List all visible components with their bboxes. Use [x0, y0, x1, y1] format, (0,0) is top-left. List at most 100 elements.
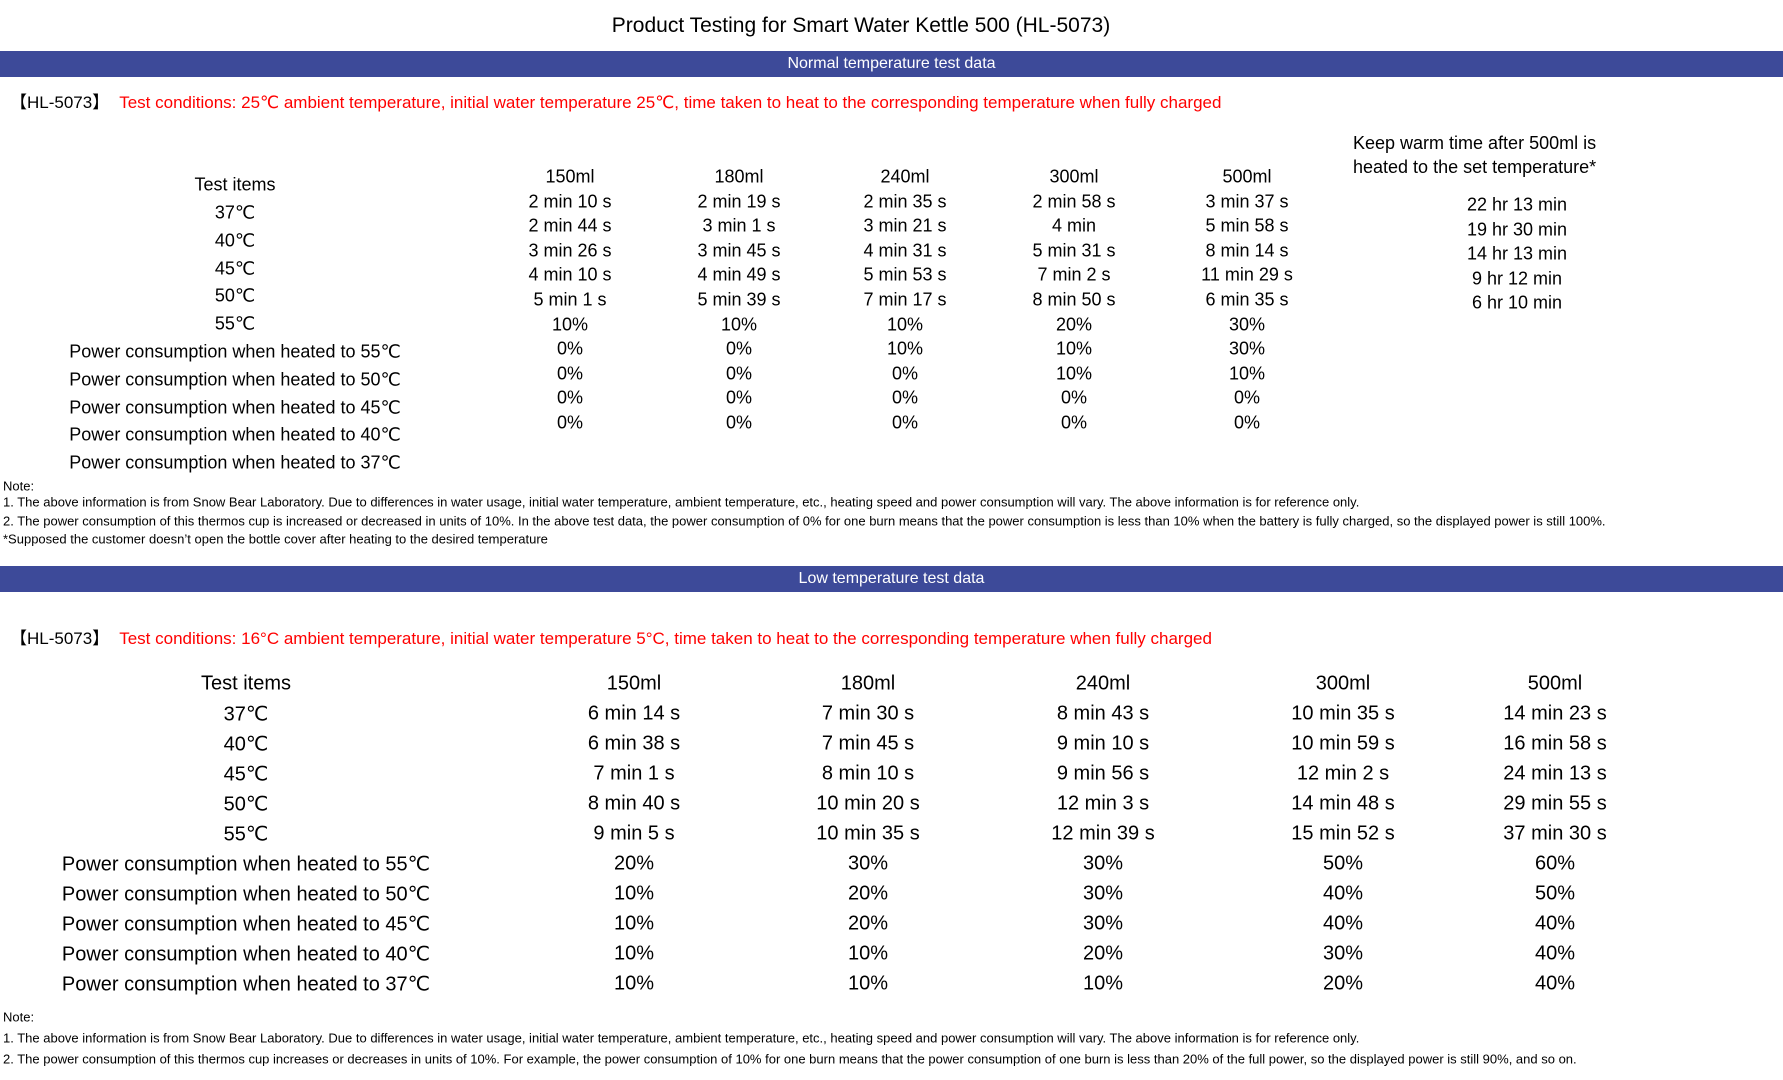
table-cell: 30%: [1082, 852, 1124, 875]
keep-warm-value: 9 hr 12 min: [1471, 268, 1563, 289]
table-cell: 3 min 45 s: [697, 240, 781, 261]
table-cell: 40%: [1534, 972, 1576, 995]
table-cell: 7 min 1 s: [593, 762, 675, 785]
row-label: Power consumption when heated to 55℃: [61, 853, 431, 876]
table-cell: 3 min 26 s: [528, 240, 612, 261]
table-cell: 40%: [1322, 912, 1364, 935]
row-label: 55℃: [214, 313, 256, 334]
table-cell: 4 min 49 s: [697, 264, 781, 285]
table-cell: 7 min 2 s: [1037, 264, 1111, 285]
table-cell: 10%: [847, 972, 889, 995]
note-line: 1. The above information is from Snow Be…: [3, 494, 1360, 510]
table-cell: 24 min 13 s: [1503, 762, 1607, 785]
column-header: 500ml: [1527, 672, 1583, 695]
table-cell: 8 min 50 s: [1032, 289, 1116, 310]
note-line: 2. The power consumption of this thermos…: [3, 513, 1606, 529]
note-line: 1. The above information is from Snow Be…: [3, 1030, 1360, 1046]
row-label: Power consumption when heated to 55℃: [69, 341, 401, 362]
table-cell: 10 min 20 s: [816, 792, 920, 815]
row-label: 37℃: [223, 703, 269, 726]
table-cell: 30%: [847, 852, 889, 875]
table-cell: 3 min 37 s: [1205, 191, 1289, 212]
table-cell: 50%: [1534, 882, 1576, 905]
row-label: 37℃: [214, 202, 256, 223]
table-cell: 5 min 53 s: [863, 264, 947, 285]
row-label: 55℃: [223, 823, 269, 846]
test-conditions-low-temp: 【HL-5073】 Test conditions: 16°C ambient t…: [10, 624, 1212, 649]
table-cell: 5 min 31 s: [1032, 240, 1116, 261]
table-cell: 0%: [725, 363, 753, 384]
note-line: *Supposed the customer doesn’t open the …: [3, 531, 548, 547]
table-cell: 10%: [613, 912, 655, 935]
model-tag: 【HL-5073】: [10, 629, 110, 648]
table-cell: 60%: [1534, 852, 1576, 875]
table-cell: 10%: [551, 314, 589, 335]
table-cell: 20%: [847, 912, 889, 935]
table-cell: 7 min 30 s: [821, 702, 915, 725]
note-line: Note:: [3, 478, 35, 494]
table-cell: 8 min 43 s: [1056, 702, 1150, 725]
table-cell: 10%: [613, 882, 655, 905]
table-cell: 29 min 55 s: [1503, 792, 1607, 815]
row-label: Power consumption when heated to 40℃: [69, 424, 401, 445]
table-cell: 10%: [720, 314, 758, 335]
row-label: 40℃: [223, 733, 269, 756]
keep-warm-value: 19 hr 30 min: [1466, 219, 1568, 240]
column-header: 300ml: [1315, 672, 1371, 695]
table-cell: 4 min 10 s: [528, 264, 612, 285]
conditions-text: Test conditions: 25℃ ambient temperature…: [119, 93, 1222, 112]
table-cell: 10 min 59 s: [1291, 732, 1395, 755]
section-banner-normal-temp-label: Normal temperature test data: [787, 55, 996, 72]
table-cell: 30%: [1228, 314, 1266, 335]
table-cell: 7 min 45 s: [821, 732, 915, 755]
column-header: 300ml: [1049, 166, 1099, 187]
table-cell: 14 min 23 s: [1503, 702, 1607, 725]
table-cell: 6 min 35 s: [1205, 289, 1289, 310]
table-cell: 15 min 52 s: [1291, 822, 1395, 845]
row-label: Power consumption when heated to 40℃: [61, 943, 431, 966]
table-cell: 40%: [1534, 912, 1576, 935]
table-cell: 5 min 58 s: [1205, 215, 1289, 236]
table-cell: 10 min 35 s: [816, 822, 920, 845]
table-cell: 8 min 10 s: [821, 762, 915, 785]
page-title: Product Testing for Smart Water Kettle 5…: [611, 14, 1111, 37]
table-cell: 40%: [1534, 942, 1576, 965]
table-cell: 10 min 35 s: [1291, 702, 1395, 725]
table-cell: 10%: [1055, 338, 1093, 359]
table-cell: 20%: [847, 882, 889, 905]
table-cell: 10%: [847, 942, 889, 965]
table-cell: 0%: [1060, 387, 1088, 408]
row-label: Power consumption when heated to 45℃: [69, 397, 401, 418]
table-cell: 10%: [886, 314, 924, 335]
table-cell: 0%: [556, 338, 584, 359]
column-header: 180ml: [840, 672, 896, 695]
table-cell: 9 min 56 s: [1056, 762, 1150, 785]
conditions-text: Test conditions: 16°C ambient temperatur…: [119, 629, 1212, 648]
table-cell: 12 min 39 s: [1051, 822, 1155, 845]
table-cell: 20%: [613, 852, 655, 875]
table-cell: 8 min 14 s: [1205, 240, 1289, 261]
table-cell: 2 min 35 s: [863, 191, 947, 212]
table-cell: 3 min 1 s: [702, 215, 776, 236]
row-label: Power consumption when heated to 50℃: [69, 369, 401, 390]
keep-warm-value: 6 hr 10 min: [1471, 292, 1563, 313]
row-label: Power consumption when heated to 37℃: [61, 973, 431, 996]
table-cell: 0%: [891, 412, 919, 433]
table-cell: 20%: [1322, 972, 1364, 995]
table-cell: 7 min 17 s: [863, 289, 947, 310]
table-cell: 12 min 3 s: [1056, 792, 1150, 815]
table-cell: 4 min: [1051, 215, 1097, 236]
table-cell: 20%: [1055, 314, 1093, 335]
table-cell: 2 min 19 s: [697, 191, 781, 212]
row-header: Test items: [200, 672, 292, 695]
row-label: 50℃: [214, 285, 256, 306]
table-cell: 0%: [556, 387, 584, 408]
row-label: 50℃: [223, 793, 269, 816]
row-header: Test items: [194, 174, 276, 195]
table-cell: 12 min 2 s: [1296, 762, 1390, 785]
table-cell: 37 min 30 s: [1503, 822, 1607, 845]
table-cell: 0%: [891, 387, 919, 408]
row-label: Power consumption when heated to 37℃: [69, 452, 401, 473]
note-line: 2. The power consumption of this thermos…: [3, 1051, 1577, 1067]
